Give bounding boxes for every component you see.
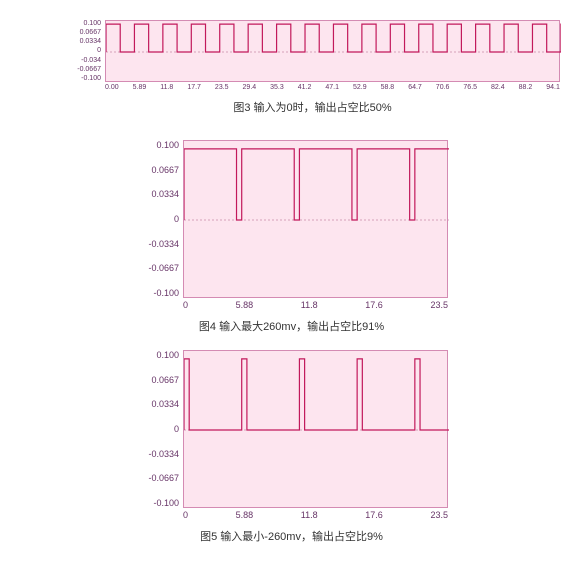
ytick-label: -0.0667	[148, 473, 179, 483]
ytick-label: 0	[97, 47, 101, 54]
ytick-label: -0.100	[153, 498, 179, 508]
xtick-label: 0	[183, 510, 188, 520]
xtick-label: 76.5	[463, 84, 477, 91]
ytick-label: 0	[174, 214, 179, 224]
xtick-label: 58.8	[381, 84, 395, 91]
xtick-label: 5.88	[236, 510, 254, 520]
chart-2: 0.100 0.0667 0.0334 0 -0.0334 -0.0667 -0.100 0…	[135, 140, 448, 334]
waveform-svg-3	[184, 351, 449, 509]
xtick-label: 5.88	[236, 300, 254, 310]
xtick-label: 17.6	[365, 510, 383, 520]
yaxis-3: 0.100 0.0667 0.0334 0 -0.0334 -0.0667 -0.100	[135, 350, 183, 508]
xtick-label: 23.5	[430, 510, 448, 520]
ytick-label: 0.100	[83, 20, 101, 27]
plot-container-1: 0.100 0.0667 0.0334 0 -0.034 -0.0667 -0.100 0.…	[65, 20, 560, 91]
ytick-label: 0.0334	[151, 189, 179, 199]
waveform-svg-2	[184, 141, 449, 299]
xtick-label: 64.7	[408, 84, 422, 91]
caption-3: 图5 输入最小-260mv，输出占空比9%	[135, 528, 448, 544]
xtick-label: 11.8	[301, 510, 318, 520]
xtick-label: 29.4	[243, 84, 257, 91]
chart-3: 0.100 0.0667 0.0334 0 -0.0334 -0.0667 -0.100 0…	[135, 350, 448, 544]
ytick-label: 0.100	[156, 350, 179, 360]
xtick-label: 47.1	[325, 84, 339, 91]
plot-container-3: 0.100 0.0667 0.0334 0 -0.0334 -0.0667 -0.100 0…	[135, 350, 448, 520]
ytick-label: 0	[174, 424, 179, 434]
ytick-label: 0.100	[156, 140, 179, 150]
ytick-label: -0.0334	[148, 239, 179, 249]
xtick-label: 70.6	[436, 84, 450, 91]
caption-2: 图4 输入最大260mv，输出占空比91%	[135, 318, 448, 334]
waveform-svg-1	[106, 21, 561, 83]
xtick-label: 17.6	[365, 300, 383, 310]
caption-1: 图3 输入为0时，输出占空比50%	[65, 99, 560, 115]
xtick-label: 5.89	[133, 84, 147, 91]
yaxis-2: 0.100 0.0667 0.0334 0 -0.0334 -0.0667 -0.100	[135, 140, 183, 298]
ytick-label: -0.0667	[77, 66, 101, 73]
ytick-label: -0.100	[153, 288, 179, 298]
ytick-label: -0.100	[81, 75, 101, 82]
plot-area-3	[183, 350, 448, 508]
ytick-label: 0.0334	[151, 399, 179, 409]
xtick-label: 0.00	[105, 84, 119, 91]
ytick-label: 0.0667	[151, 375, 179, 385]
ytick-label: -0.034	[81, 57, 101, 64]
chart-1: 0.100 0.0667 0.0334 0 -0.034 -0.0667 -0.100 0.…	[65, 20, 560, 115]
ytick-label: -0.0334	[148, 449, 179, 459]
yaxis-1: 0.100 0.0667 0.0334 0 -0.034 -0.0667 -0.100	[65, 20, 105, 82]
plot-container-2: 0.100 0.0667 0.0334 0 -0.0334 -0.0667 -0.100 0…	[135, 140, 448, 310]
xaxis-2: 0 5.88 11.8 17.6 23.5	[183, 298, 448, 310]
xtick-label: 88.2	[519, 84, 533, 91]
xtick-label: 23.5	[430, 300, 448, 310]
ytick-label: 0.0334	[80, 38, 101, 45]
xtick-label: 11.8	[160, 84, 173, 91]
xaxis-1: 0.00 5.89 11.8 17.7 23.5 29.4 35.3 41.2 47.1 52.9…	[105, 82, 560, 91]
plot-area-2	[183, 140, 448, 298]
xtick-label: 17.7	[187, 84, 201, 91]
xtick-label: 23.5	[215, 84, 229, 91]
xtick-label: 0	[183, 300, 188, 310]
xtick-label: 35.3	[270, 84, 284, 91]
ytick-label: -0.0667	[148, 263, 179, 273]
xtick-label: 41.2	[298, 84, 312, 91]
plot-area-1	[105, 20, 560, 82]
xtick-label: 11.8	[301, 300, 318, 310]
xaxis-3: 0 5.88 11.8 17.6 23.5	[183, 508, 448, 520]
xtick-label: 82.4	[491, 84, 505, 91]
xtick-label: 52.9	[353, 84, 367, 91]
ytick-label: 0.0667	[151, 165, 179, 175]
xtick-label: 94.1	[546, 84, 560, 91]
ytick-label: 0.0667	[80, 29, 101, 36]
